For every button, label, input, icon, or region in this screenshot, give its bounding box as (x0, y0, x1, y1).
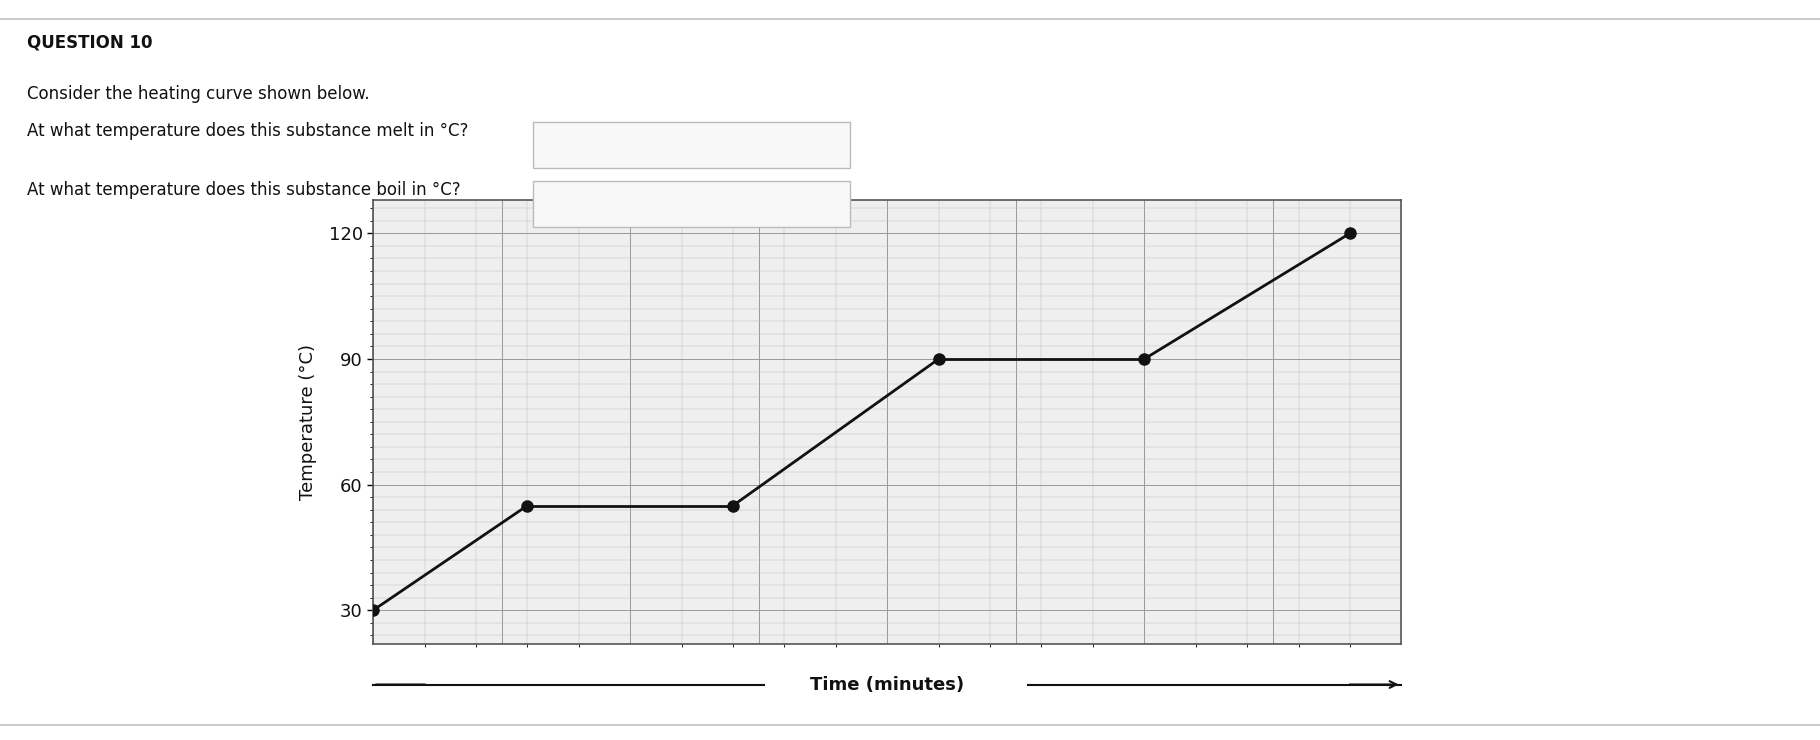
Text: Time (minutes): Time (minutes) (810, 676, 965, 693)
FancyBboxPatch shape (533, 122, 850, 168)
Text: At what temperature does this substance melt in °C?: At what temperature does this substance … (27, 122, 470, 140)
Y-axis label: Temperature (°C): Temperature (°C) (300, 344, 317, 500)
Text: Consider the heating curve shown below.: Consider the heating curve shown below. (27, 85, 369, 103)
Text: QUESTION 10: QUESTION 10 (27, 33, 153, 51)
FancyBboxPatch shape (533, 181, 850, 227)
Text: At what temperature does this substance boil in °C?: At what temperature does this substance … (27, 181, 460, 199)
